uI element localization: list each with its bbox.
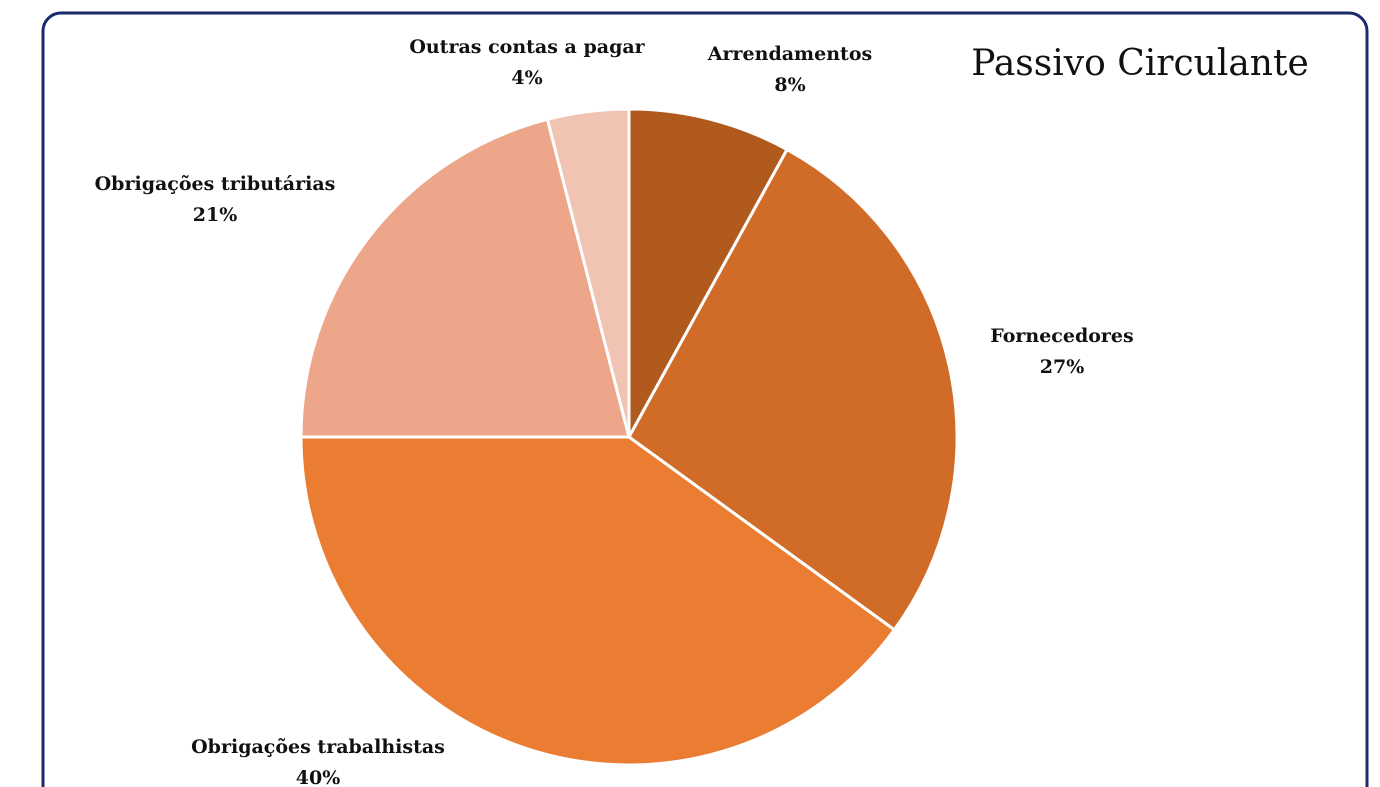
pie-slice xyxy=(627,107,790,438)
slice-value: 8% xyxy=(774,74,805,96)
pie-slice xyxy=(627,147,959,632)
pie-slice xyxy=(299,117,631,439)
slice-label: Outras contas a pagar xyxy=(409,36,645,58)
chart-title: Passivo Circulante xyxy=(971,43,1309,84)
slice-value: 21% xyxy=(193,204,238,226)
slice-value: 4% xyxy=(511,67,542,89)
slice-label: Arrendamentos xyxy=(707,43,872,65)
pie-slice xyxy=(299,435,897,767)
slice-label: Obrigações tributárias xyxy=(95,173,336,195)
slice-value: 27% xyxy=(1040,356,1085,378)
slice-value: 40% xyxy=(296,767,341,787)
pie-slice xyxy=(545,107,631,438)
slice-label: Fornecedores xyxy=(990,325,1133,347)
slice-label: Obrigações trabalhistas xyxy=(191,736,445,758)
